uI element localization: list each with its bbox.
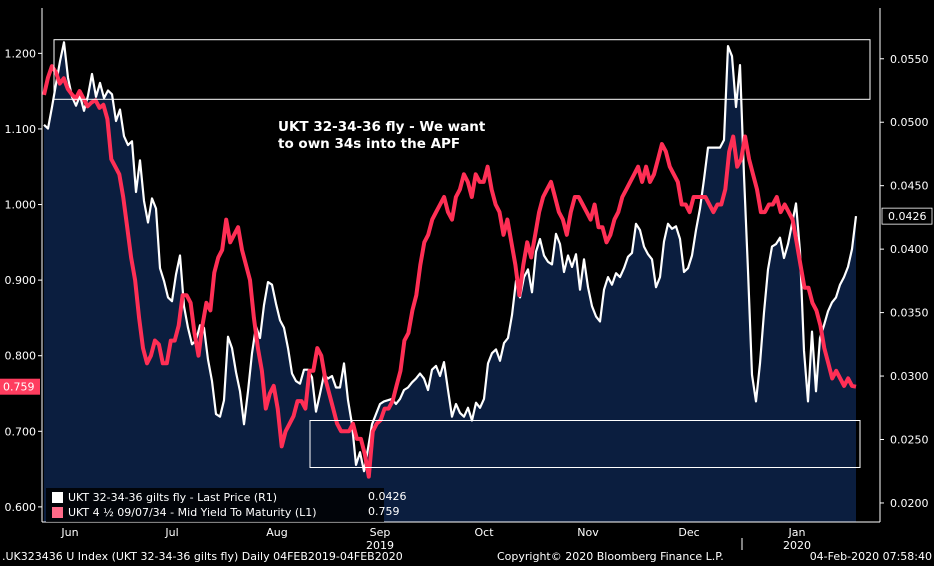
x-tick-label: Jul — [164, 526, 178, 539]
left-tick-label: 1.100 — [5, 123, 37, 136]
last-value-label-fly: 0.0426 — [888, 210, 927, 223]
x-tick-label: Sep — [370, 526, 391, 539]
series-line-yield — [42, 64, 857, 479]
left-tick-label: 0.800 — [5, 350, 37, 363]
legend-value-yield: 0.759 — [368, 505, 400, 518]
year-label: 2020 — [783, 539, 811, 552]
last-value-flag-fly — [881, 207, 933, 225]
highlight-box-top — [53, 39, 871, 100]
right-tick-label: 0.0400 — [890, 243, 929, 256]
right-tick-label: 0.0250 — [890, 434, 929, 447]
right-tick-label: 0.0350 — [890, 307, 929, 320]
x-tick-label: Aug — [266, 526, 287, 539]
footer-index-info: .UK323436 U Index (UKT 32-34-36 gilts fl… — [2, 550, 403, 563]
right-tick-label: 0.0500 — [890, 116, 929, 129]
x-tick-label: Dec — [678, 526, 699, 539]
legend-swatch-fly — [52, 492, 63, 503]
right-tick-label: 0.0200 — [890, 497, 929, 510]
legend-label-yield: UKT 4 ½ 09/07/34 - Mid Yield To Maturity… — [68, 506, 317, 519]
legend: UKT 32-34-36 gilts fly - Last Price (R1)… — [46, 488, 407, 522]
x-tick-label: Oct — [474, 526, 494, 539]
axes: 0.600 0.700 0.800 0.900 1.000 1.100 1.200 0.020… — [0, 8, 933, 552]
annotation-text-line-1: UKT 32-34-36 fly - We want — [278, 119, 486, 135]
x-tick-label: Jan — [788, 526, 806, 539]
last-value-flag-yield — [0, 378, 40, 395]
left-tick-label: 1.200 — [5, 47, 37, 60]
x-tick-label: Jun — [60, 526, 78, 539]
annotation-text-line-2: to own 34s into the APF — [278, 136, 460, 152]
footer-copyright: Copyright© 2020 Bloomberg Finance L.P. — [497, 550, 724, 563]
plot-area — [42, 41, 858, 523]
right-tick-label: 0.0450 — [890, 180, 929, 193]
right-tick-label: 0.0300 — [890, 370, 929, 383]
legend-swatch-yield — [52, 507, 63, 518]
x-tick-label: Nov — [577, 526, 599, 539]
footer-timestamp: 04-Feb-2020 07:58:40 — [809, 550, 932, 563]
legend-entry-yield: UKT 4 ½ 09/07/34 - Mid Yield To Maturity… — [52, 505, 317, 520]
left-tick-label: 0.900 — [5, 274, 37, 287]
highlight-box-bottom — [309, 420, 861, 468]
series-line-fly — [43, 41, 858, 473]
last-value-label-yield: 0.759 — [3, 381, 35, 394]
year-label: 2019 — [366, 539, 394, 552]
legend-value-fly: 0.0426 — [368, 490, 407, 503]
right-tick-label: 0.0550 — [890, 53, 929, 66]
left-tick-label: 1.000 — [5, 199, 37, 212]
left-tick-label: 0.600 — [5, 501, 37, 514]
legend-entry-fly: UKT 32-34-36 gilts fly - Last Price (R1) — [52, 490, 277, 505]
legend-label-fly: UKT 32-34-36 gilts fly - Last Price (R1) — [68, 491, 278, 504]
left-tick-label: 0.700 — [5, 425, 37, 438]
